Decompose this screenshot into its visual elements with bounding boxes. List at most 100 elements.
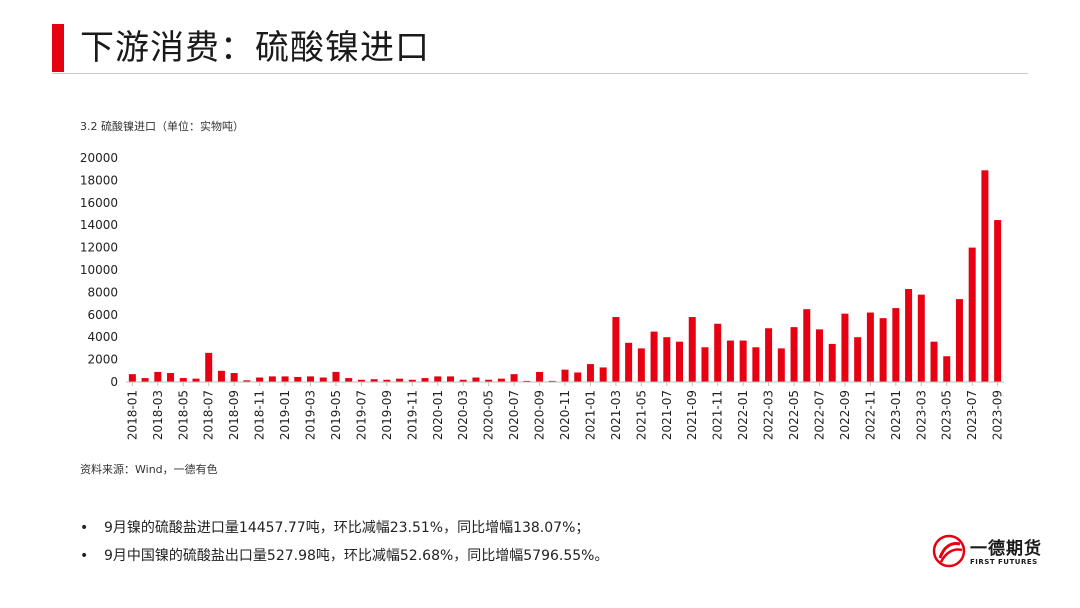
bar-2020-05 (485, 379, 493, 382)
bar-2022-07 (815, 329, 823, 382)
y-tick-label: 18000 (80, 173, 118, 187)
x-tick-label: 2021-07 (660, 390, 674, 440)
chart-panel (72, 114, 1028, 455)
x-tick-label: 2022-11 (863, 390, 877, 440)
bar-2019-11 (408, 379, 416, 382)
bar-2019-03 (307, 376, 315, 382)
bar-2018-09 (230, 373, 238, 382)
x-tick-label: 2022-07 (812, 390, 826, 440)
bar-2018-12 (268, 376, 276, 382)
bullet-text: 9月中国镍的硫酸盐出口量527.98吨，环比减幅52.68%，同比增幅5796.… (104, 548, 609, 564)
bar-2018-11 (256, 377, 264, 382)
bar-2020-08 (523, 380, 531, 382)
x-tick-label: 2018-01 (125, 390, 139, 440)
bar-2020-03 (459, 379, 467, 382)
bar-2018-07 (205, 352, 213, 382)
bar-2020-02 (446, 376, 454, 382)
bar-2022-05 (790, 327, 798, 382)
bar-2018-10 (243, 380, 251, 382)
bullet-dot: • (80, 520, 89, 536)
y-tick-label: 10000 (80, 263, 118, 277)
x-tick-label: 2021-01 (583, 390, 597, 440)
x-tick-label: 2023-03 (914, 390, 928, 440)
bar-2022-12 (879, 318, 887, 382)
x-tick-label: 2019-05 (329, 390, 343, 440)
bar-2022-04 (777, 348, 785, 382)
y-tick-label: 12000 (80, 241, 118, 255)
title-accent-bar (52, 24, 64, 72)
x-tick-label: 2022-03 (762, 390, 776, 440)
x-tick-label: 2018-07 (202, 390, 216, 440)
bar-2018-05 (179, 378, 187, 382)
bar-2019-05 (332, 371, 340, 382)
x-tick-label: 2022-05 (787, 390, 801, 440)
bar-2022-01 (739, 340, 747, 382)
bar-2023-05 (943, 356, 951, 382)
bullet-dot: • (80, 548, 89, 564)
y-tick-label: 20000 (80, 151, 118, 165)
x-tick-label: 2020-01 (431, 390, 445, 440)
bar-2022-11 (866, 312, 874, 382)
x-tick-label: 2023-05 (940, 390, 954, 440)
x-tick-label: 2021-03 (609, 390, 623, 440)
y-tick-label: 8000 (87, 285, 118, 299)
bar-2023-06 (955, 299, 963, 382)
x-tick-label: 2020-03 (456, 390, 470, 440)
y-tick-label: 0 (110, 375, 118, 389)
bar-2021-10 (701, 347, 709, 382)
bar-2023-08 (981, 170, 989, 382)
bar-2020-06 (497, 378, 505, 382)
logo-mark-icon (932, 534, 966, 568)
bar-2020-04 (472, 377, 480, 382)
chart-title: 3.2 硫酸镍进口（单位：实物吨） (80, 120, 244, 133)
bar-2021-03 (612, 317, 620, 382)
x-tick-label: 2023-07 (965, 390, 979, 440)
bullet-item: • 9月镍的硫酸盐进口量14457.77吨，环比减幅23.51%，同比增幅138… (78, 514, 608, 542)
bar-2020-10 (548, 380, 556, 382)
bar-2018-06 (192, 378, 200, 382)
bar-2021-02 (599, 367, 607, 382)
bar-2021-04 (625, 342, 633, 382)
bar-2018-02 (141, 378, 149, 382)
y-tick-label: 2000 (87, 353, 118, 367)
bar-2021-01 (586, 364, 594, 382)
bar-2019-12 (421, 378, 429, 382)
bar-2022-02 (752, 347, 760, 382)
bar-2023-03 (917, 294, 925, 382)
x-tick-label: 2020-09 (533, 390, 547, 440)
x-tick-label: 2020-07 (507, 390, 521, 440)
x-tick-label: 2021-05 (634, 390, 648, 440)
bar-2023-02 (905, 289, 913, 382)
x-tick-label: 2018-05 (176, 390, 190, 440)
bar-2019-09 (383, 379, 391, 382)
x-tick-label: 2020-05 (482, 390, 496, 440)
x-tick-label: 2021-11 (711, 390, 725, 440)
bar-2021-05 (637, 348, 645, 382)
x-tick-label: 2023-01 (889, 390, 903, 440)
x-tick-label: 2023-09 (991, 390, 1005, 440)
bar-2022-08 (828, 343, 836, 382)
x-tick-label: 2019-11 (405, 390, 419, 440)
bar-2023-04 (930, 341, 938, 382)
bar-2021-06 (650, 331, 658, 382)
source-note: 资料来源：Wind，一德有色 (80, 463, 218, 476)
bar-2021-07 (663, 337, 671, 382)
bar-2018-08 (217, 370, 225, 382)
bar-2019-04 (319, 377, 327, 382)
bar-2021-08 (676, 341, 684, 382)
x-tick-label: 2018-09 (227, 390, 241, 440)
bar-2018-03 (154, 371, 162, 382)
company-logo: 一德期货 FIRST FUTURES (932, 532, 1042, 576)
bar-2023-07 (968, 247, 976, 382)
bar-2020-12 (574, 372, 582, 382)
x-tick-label: 2022-01 (736, 390, 750, 440)
bar-2019-10 (396, 378, 404, 382)
x-tick-label: 2019-03 (304, 390, 318, 440)
bar-chart: 0 2000 4000 6000 8000 10000 12000 14000 16000 180… (80, 151, 1005, 440)
x-tick-label: 2018-03 (151, 390, 165, 440)
y-tick-label: 14000 (80, 218, 118, 232)
x-tick-label: 2019-07 (354, 390, 368, 440)
page-title: 下游消费：硫酸镍进口 (80, 28, 430, 68)
y-tick-label: 4000 (87, 330, 118, 344)
bar-2020-09 (536, 371, 544, 382)
